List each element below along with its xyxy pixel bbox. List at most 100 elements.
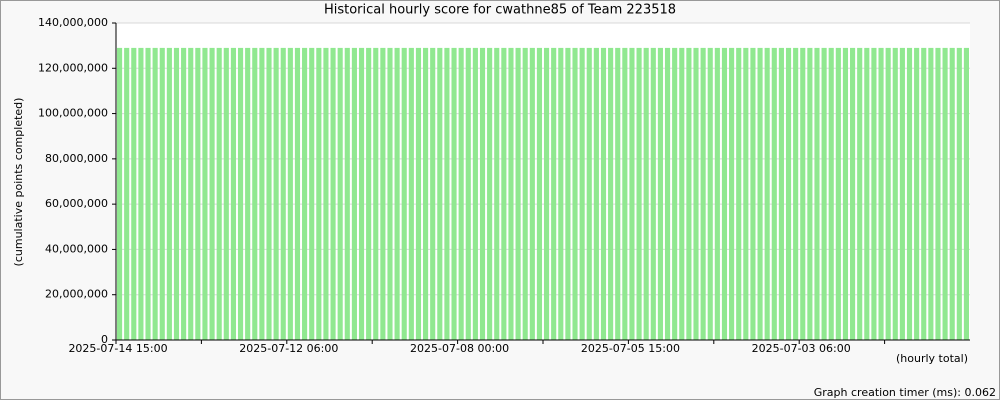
y-tick-label: 80,000,000 [45, 152, 108, 165]
bar [138, 47, 144, 341]
bar [864, 47, 870, 341]
bar [223, 47, 229, 341]
bar [273, 47, 279, 341]
bar [892, 47, 898, 341]
bar [842, 47, 849, 341]
bar [764, 47, 770, 341]
bar [209, 47, 215, 341]
bar [672, 47, 678, 341]
bar [387, 47, 393, 341]
bar [423, 47, 429, 341]
bar [394, 47, 400, 341]
bar [302, 47, 308, 341]
bar [536, 47, 543, 341]
bar [956, 47, 962, 341]
y-axis-label: (cumulative points completed) [12, 98, 25, 267]
bar [871, 47, 877, 341]
bar [608, 47, 614, 341]
x-tick-label: 2025-07-03 06:00 [752, 342, 851, 355]
bar [942, 47, 948, 341]
bar [636, 47, 642, 341]
bar [686, 47, 692, 341]
bar [835, 47, 841, 341]
bar [173, 47, 180, 341]
bar [294, 47, 301, 341]
bar [323, 47, 329, 341]
bar [814, 47, 820, 341]
bar [857, 47, 863, 341]
bar [259, 47, 265, 341]
bar [622, 47, 628, 341]
bar [522, 47, 528, 341]
bar [821, 47, 827, 341]
bar [472, 47, 478, 341]
bar [743, 47, 749, 341]
x-axis-label: (hourly total) [896, 352, 968, 365]
bar [479, 47, 486, 341]
bar [771, 47, 777, 341]
bar [565, 47, 571, 341]
bar [131, 47, 137, 341]
bar [287, 47, 293, 341]
x-tick-label: 2025-07-12 06:00 [239, 342, 338, 355]
bar [145, 47, 151, 341]
bar [415, 47, 422, 341]
bar [593, 47, 599, 341]
bar [885, 47, 891, 341]
bar [316, 47, 322, 341]
bar [572, 47, 578, 341]
bar [664, 47, 671, 341]
bar [579, 47, 585, 341]
bar [245, 47, 251, 341]
bar [850, 47, 856, 341]
bar [252, 47, 258, 341]
bar [600, 47, 607, 341]
bar [465, 47, 471, 341]
x-tick-label: 2025-07-05 15:00 [581, 342, 680, 355]
bar [679, 47, 685, 341]
bar [430, 47, 436, 341]
y-tick-label: 40,000,000 [45, 242, 108, 255]
bar [373, 47, 379, 341]
x-tick-label: 2025-07-14 15:00 [68, 342, 167, 355]
bar [899, 47, 905, 341]
bar [963, 47, 970, 341]
bar [721, 47, 728, 341]
bar [700, 47, 706, 341]
bar [914, 47, 920, 341]
bar [494, 47, 500, 341]
bar [935, 47, 941, 341]
bar [188, 47, 194, 341]
bar [778, 47, 784, 341]
bar [152, 47, 158, 341]
bar [351, 47, 357, 341]
bar [921, 47, 927, 341]
bar [785, 47, 792, 341]
bar [757, 47, 763, 341]
y-tick-label: 60,000,000 [45, 197, 108, 210]
bar [230, 47, 236, 341]
y-tick-label: 0 [101, 333, 108, 346]
bar [793, 47, 799, 341]
bar [529, 47, 535, 341]
bar [629, 47, 635, 341]
bar [202, 47, 208, 341]
bar [401, 47, 407, 341]
bar [195, 47, 201, 341]
bar [693, 47, 699, 341]
bar [337, 47, 343, 341]
bar [124, 47, 130, 341]
bar [707, 47, 713, 341]
y-tick-label: 120,000,000 [38, 61, 108, 74]
bar [508, 47, 514, 341]
bar [928, 47, 934, 341]
bar [615, 47, 621, 341]
bar [380, 47, 386, 341]
bar [358, 47, 365, 341]
footer: Graph creation timer (ms): 0.062 [814, 386, 996, 399]
bar [729, 47, 735, 341]
bar [309, 47, 315, 341]
bar [437, 47, 443, 341]
bar [643, 47, 649, 341]
